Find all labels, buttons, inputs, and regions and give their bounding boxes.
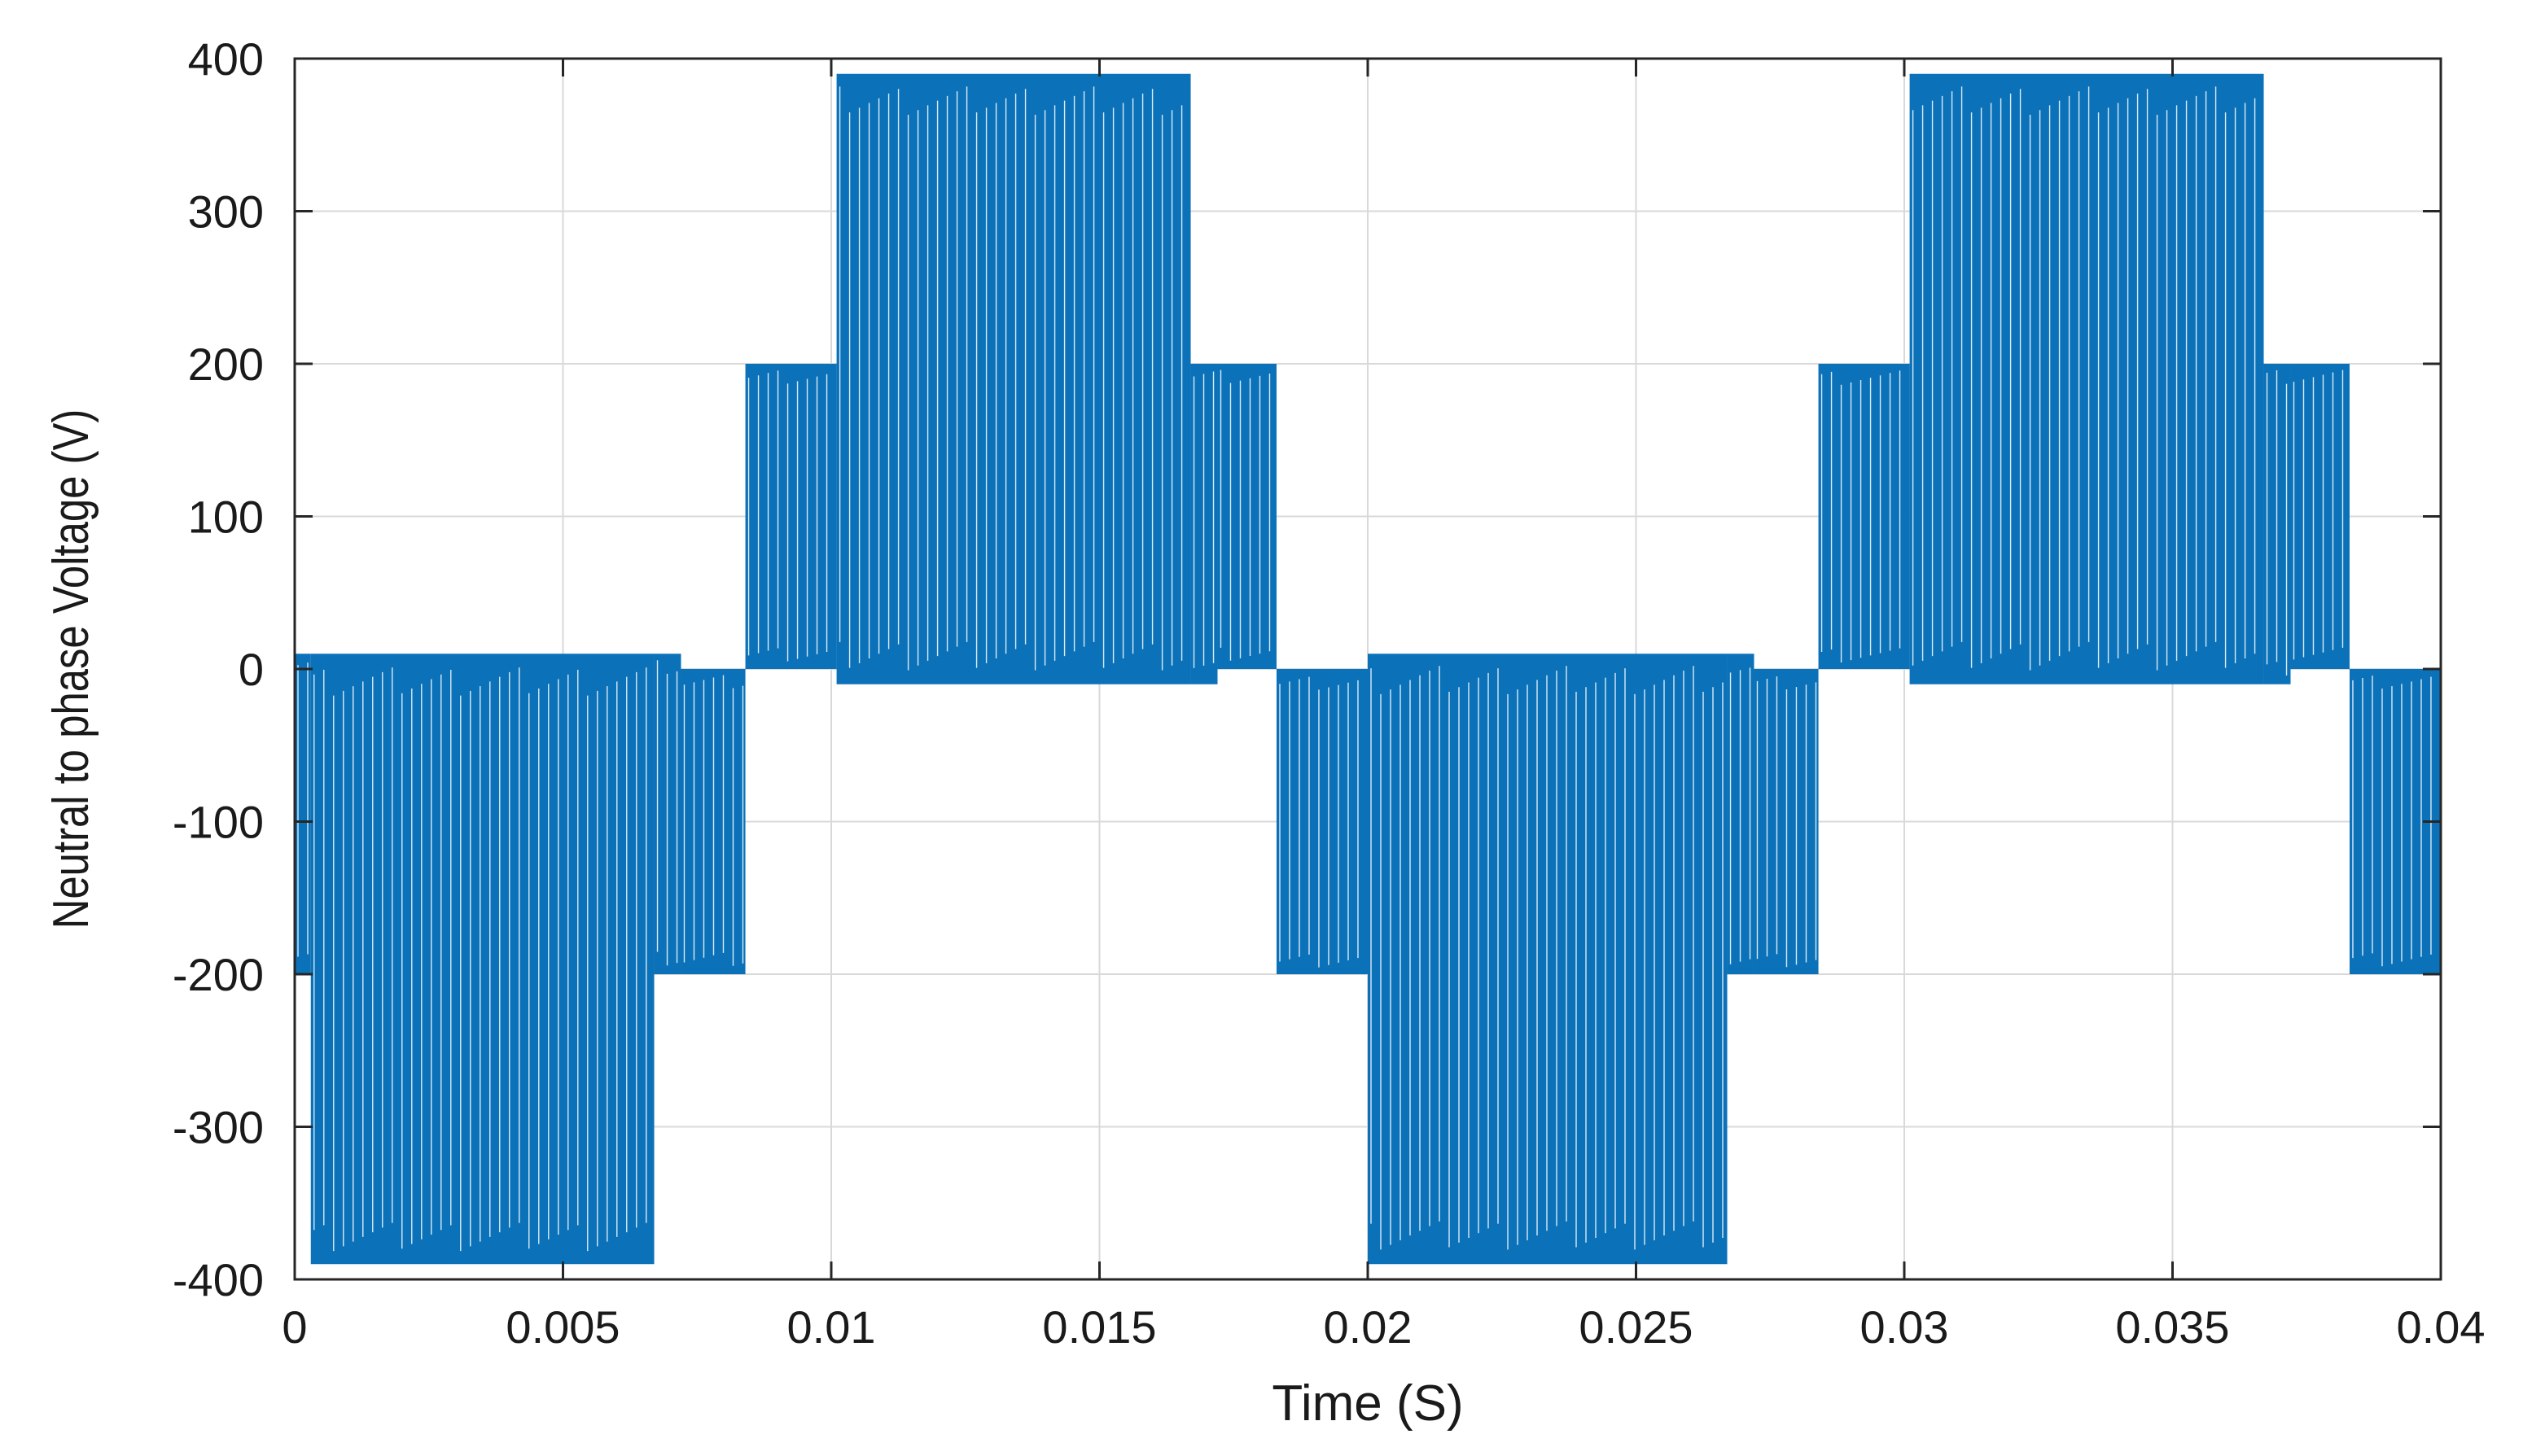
y-tick-label-4: 0 [239,644,264,695]
series-0-segment-8 [1276,669,1368,974]
y-tick-label-6: -200 [173,949,264,1000]
series-0-segment-5 [836,73,1191,684]
segment-13-fill [1909,73,2264,684]
x-tick-label-4: 0.02 [1324,1301,1413,1353]
x-axis-label: Time (S) [1272,1375,1463,1432]
y-tick-label-7: -300 [173,1102,264,1153]
segment-9-fill [1368,654,1728,1265]
y-axis-label: Neutral to phase Voltage (V) [43,409,99,929]
segment-8-fill [1276,669,1368,974]
x-tick-label-3: 0.015 [1042,1301,1156,1353]
y-tick-label-3: 100 [188,492,264,543]
series-0-segment-4 [745,364,837,669]
series-0-segment-6 [1190,364,1218,684]
plot-layer [295,73,2441,1265]
series-0-segment-3 [681,669,746,974]
x-tick-label-5: 0.025 [1579,1301,1693,1353]
segment-15-fill [2290,364,2350,669]
series-0-segment-12 [1818,364,1910,669]
y-tick-label-8: -400 [173,1254,264,1305]
x-tick-label-6: 0.03 [1860,1301,1949,1353]
series-0-segment-16 [2349,669,2441,974]
y-tick-label-0: 400 [188,33,264,85]
segment-12-fill [1818,364,1910,669]
series-0-segment-14 [2263,364,2291,684]
series-0-segment-7 [1217,364,1277,669]
series-0-segment-15 [2290,364,2350,669]
series-0-segment-0 [295,654,311,974]
y-tick-label-2: 200 [188,339,264,390]
segment-4-fill [745,364,837,669]
y-tick-label-1: 300 [188,186,264,238]
x-tick-label-2: 0.01 [787,1301,876,1353]
tick-layer: 0 0.005 0.01 0.015 0.02 0.025 0.03 0.035 0.04 400… [173,33,2486,1353]
segment-5-fill [836,73,1191,684]
x-tick-label-1: 0.005 [506,1301,620,1353]
segment-7-fill [1217,364,1277,669]
segment-0-fill [295,654,311,974]
segment-1-fill [310,654,655,1265]
x-tick-label-7: 0.035 [2115,1301,2229,1353]
series-0-segment-10 [1727,654,1754,974]
series-0-segment-2 [654,654,681,974]
series-0-segment-1 [310,654,655,1265]
series-0-segment-11 [1754,669,1819,974]
series-0-segment-13 [1909,73,2264,684]
y-tick-label-5: -100 [173,797,264,848]
x-tick-label-0: 0 [282,1301,307,1353]
series-0-segment-9 [1368,654,1728,1265]
x-tick-label-8: 0.04 [2397,1301,2486,1353]
